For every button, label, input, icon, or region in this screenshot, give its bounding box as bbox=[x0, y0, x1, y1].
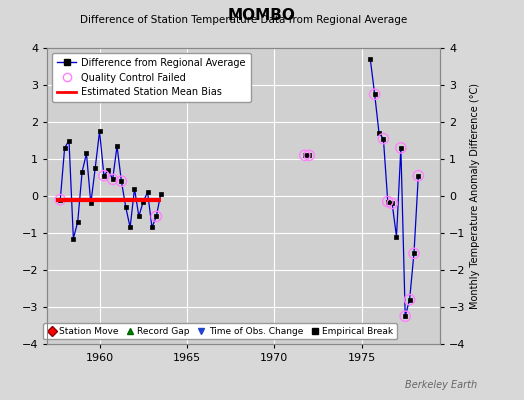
Point bbox=[56, 196, 64, 203]
Point bbox=[370, 91, 379, 98]
Y-axis label: Monthly Temperature Anomaly Difference (°C): Monthly Temperature Anomaly Difference (… bbox=[470, 83, 480, 309]
Point bbox=[410, 250, 418, 256]
Point bbox=[301, 152, 309, 158]
Text: MOMBO: MOMBO bbox=[228, 8, 296, 23]
Point bbox=[406, 296, 414, 303]
Point bbox=[388, 200, 396, 206]
Point bbox=[108, 176, 117, 182]
Point bbox=[305, 152, 313, 158]
Title: Difference of Station Temperature Data from Regional Average: Difference of Station Temperature Data f… bbox=[80, 15, 407, 25]
Point bbox=[379, 136, 388, 142]
Point bbox=[152, 213, 160, 220]
Text: Berkeley Earth: Berkeley Earth bbox=[405, 380, 477, 390]
Point bbox=[384, 198, 392, 205]
Point bbox=[117, 178, 126, 184]
Point bbox=[401, 313, 409, 320]
Legend: Station Move, Record Gap, Time of Obs. Change, Empirical Break: Station Move, Record Gap, Time of Obs. C… bbox=[43, 323, 397, 340]
Point bbox=[100, 172, 108, 179]
Point bbox=[397, 145, 405, 151]
Point bbox=[414, 172, 422, 179]
